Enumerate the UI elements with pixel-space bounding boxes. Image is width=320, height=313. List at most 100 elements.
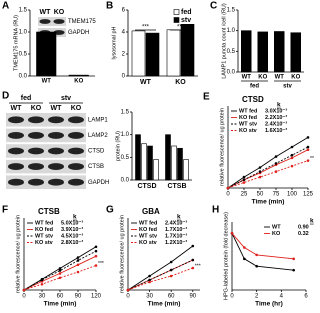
bar (153, 159, 159, 181)
blot-row-label: TMEM175 (68, 19, 96, 25)
bar (135, 134, 141, 181)
series-line (127, 245, 194, 291)
y-axis-label: HPG-labeled protein (fold decrease) (223, 212, 229, 300)
data-point (169, 268, 173, 272)
x-tick-label: 0 (230, 294, 234, 300)
y-tick-label: 0 (122, 74, 126, 80)
data-point (290, 164, 294, 168)
y-axis-label: relative fluorescence/ ug protein (15, 215, 21, 293)
blot-row-label: GAPDH (88, 180, 109, 186)
x-axis-label: Time (min) (44, 301, 77, 308)
series-line (227, 149, 309, 189)
data-point (40, 282, 44, 286)
blot-signal (8, 131, 24, 139)
bar (290, 32, 301, 73)
data-point (58, 269, 62, 272)
data-point (148, 280, 151, 284)
x-axis-label: Time (min) (148, 301, 181, 308)
panel-letter: F (2, 205, 8, 216)
x-tick-label: 75 (273, 192, 280, 198)
blot-band (6, 128, 86, 143)
blot-signal (8, 116, 24, 124)
x-tick-label: 0 (22, 294, 26, 300)
legend-k: 3.9X10⁻³ (61, 226, 83, 233)
data-point (306, 148, 310, 152)
legend-label: KO stv (139, 240, 158, 246)
data-point (290, 145, 294, 149)
blot-signal (8, 147, 24, 155)
blot-band (6, 113, 86, 127)
y-tick-label: 1.5 (121, 110, 130, 116)
legend-swatch (173, 17, 180, 23)
data-point (242, 175, 246, 179)
x-tick-label: 30 (39, 294, 46, 300)
legend-label: KO fed (139, 227, 157, 233)
legend-title: k (73, 214, 77, 221)
panel-letter: E (203, 92, 210, 103)
x-tick-label: 30 (146, 294, 153, 300)
blot-signal (68, 116, 84, 124)
data-point (274, 162, 278, 165)
blot-signal (48, 147, 64, 155)
bar (180, 23, 195, 77)
series-line (23, 250, 97, 291)
series-line (23, 265, 97, 291)
y-tick-label: 4 (122, 30, 126, 36)
legend-label: KO stv (239, 128, 258, 134)
blot-row-label: CTSB (88, 164, 104, 170)
y-axis-label: protein (RU) (115, 131, 121, 161)
x-tick-label: WT (275, 75, 285, 81)
data-point (191, 266, 195, 270)
blot-row-label: LAMP1 (88, 117, 108, 123)
y-axis-label: TMEM175 mRNA (RU) (13, 15, 19, 71)
blot-column-label: KO (71, 105, 82, 112)
data-point (58, 267, 62, 270)
x-tick-label: KO (291, 75, 300, 81)
y-tick-label: 2 (122, 52, 126, 58)
x-tick-label: KO (74, 79, 83, 85)
legend-title: k (310, 218, 314, 225)
legend-k: 1.7X10⁻³ (165, 232, 187, 239)
data-point (94, 254, 98, 258)
bar (171, 145, 177, 181)
data-point (148, 278, 151, 282)
y-tick-label: 0.0 (227, 70, 236, 76)
bar (68, 74, 89, 77)
x-tick-label: CTSB (167, 183, 186, 190)
blot-signal (48, 178, 64, 186)
data-point (94, 245, 98, 249)
y-axis-label: LAMP1 puncta count /cell (RU) (221, 3, 227, 79)
x-tick-label: 0 (126, 294, 130, 300)
data-point (126, 288, 130, 292)
annotation: *** (195, 263, 201, 269)
data-point (76, 270, 80, 274)
y-tick-label: 0.0 (121, 178, 130, 184)
annotation: *** (310, 156, 314, 162)
data-point (274, 170, 278, 173)
blot-signal (68, 131, 84, 139)
blot-signal (39, 19, 51, 24)
series-line (227, 137, 309, 189)
y-tick-label: 1.0 (19, 30, 28, 36)
legend-label: KO stv (35, 240, 54, 246)
data-point (306, 159, 310, 162)
data-point (255, 264, 258, 268)
x-tick-label: 50 (257, 192, 264, 198)
x-tick-label: 120 (91, 294, 102, 300)
panel-letter: G (106, 205, 114, 216)
blot-signal (8, 178, 24, 186)
data-point (191, 258, 195, 262)
bar (166, 29, 181, 77)
bar (177, 147, 183, 181)
x-tick-label: 90 (189, 294, 196, 300)
blot-signal (53, 19, 65, 24)
blot-row-label: CTSD (88, 149, 105, 155)
series-line (127, 267, 193, 291)
legend-swatch (173, 9, 180, 15)
x-axis-label: Time (hr) (255, 301, 283, 308)
group-label: stv (283, 84, 292, 90)
data-point (290, 156, 294, 160)
x-tick-label: 25 (241, 192, 248, 198)
y-tick-label: 1.5 (227, 8, 236, 14)
